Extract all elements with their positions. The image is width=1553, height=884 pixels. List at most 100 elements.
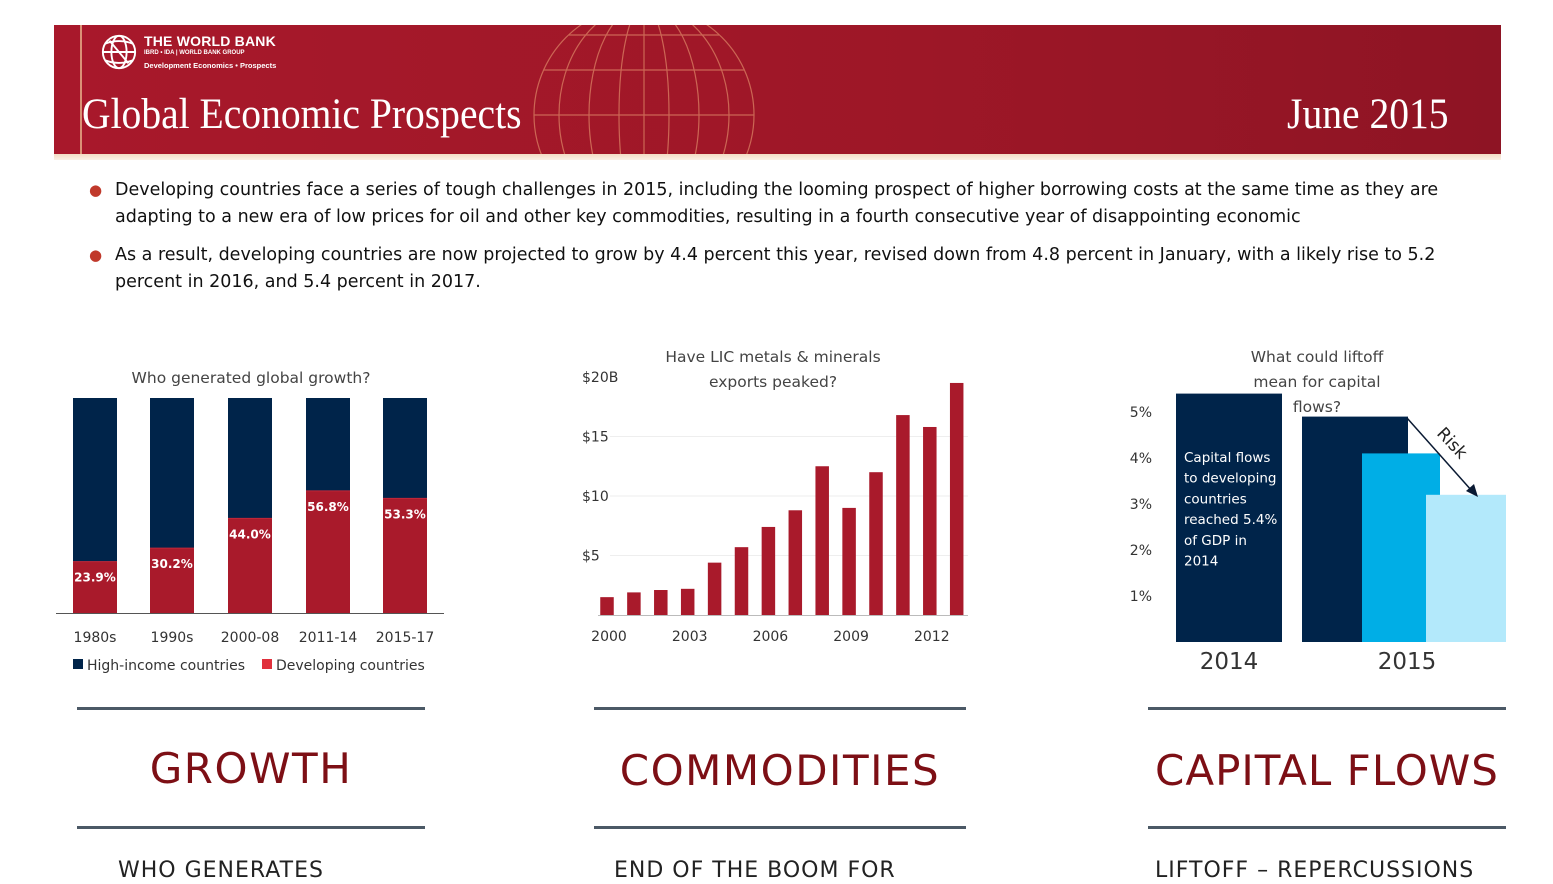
- report-date: June 2015: [1287, 91, 1449, 138]
- bullet-text: Developing countries face a series of to…: [115, 180, 1439, 227]
- data-label: 53.3%: [384, 507, 426, 521]
- annotation-text: 2014: [1184, 554, 1218, 570]
- x-tick-label: 2000-08: [221, 630, 280, 646]
- bar: [815, 466, 829, 615]
- bar: [869, 472, 883, 615]
- bar: [761, 526, 776, 615]
- y-tick-label: 1%: [1130, 589, 1152, 605]
- bar: [1426, 494, 1506, 642]
- bullet-text: As a result, developing countries are no…: [115, 245, 1436, 292]
- section-heading-capital-flows[interactable]: CAPITAL FLOWS: [1155, 746, 1499, 795]
- chart-title: mean for capital: [1253, 373, 1380, 391]
- section-rule-bottom-capital: [1148, 826, 1506, 829]
- section-rule-top-capital: [1148, 707, 1506, 710]
- bar: [896, 415, 910, 615]
- logo-subtitle: IBRD • IDA | WORLD BANK GROUP: [144, 50, 245, 56]
- x-tick-label: 1990s: [151, 630, 194, 646]
- section-heading-commodities[interactable]: COMMODITIES: [619, 746, 941, 795]
- bar: [707, 562, 722, 615]
- bullet-item: ● Developing countries face a series of …: [86, 177, 1446, 231]
- y-tick-label: $15: [582, 430, 609, 446]
- chart-title: flows?: [1293, 398, 1341, 416]
- chart-title: Who generated global growth?: [132, 369, 371, 387]
- bar-developing: [306, 490, 350, 613]
- bar-high-income: [383, 398, 427, 499]
- x-tick-label: 2015: [1378, 649, 1437, 675]
- bar: [923, 426, 937, 615]
- bar: [654, 590, 668, 615]
- x-tick-label: 2003: [672, 629, 708, 645]
- y-tick-label: $10: [582, 489, 609, 505]
- world-bank-globe-icon: [101, 34, 137, 70]
- section-subheading-growth: WHO GENERATES: [118, 858, 324, 883]
- section-rule-top-growth: [77, 707, 425, 710]
- world-bank-logo[interactable]: THE WORLD BANK IBRD • IDA | WORLD BANK G…: [100, 33, 276, 71]
- legend-label-developing: Developing countries: [276, 658, 425, 674]
- data-label: 56.8%: [307, 500, 349, 514]
- bar-developing: [73, 561, 117, 613]
- section-heading-growth[interactable]: GROWTH: [149, 744, 353, 793]
- bar-high-income: [150, 398, 194, 549]
- bar-developing: [383, 498, 427, 613]
- banner-accent-line: [80, 25, 82, 156]
- x-tick-label: 2015-17: [376, 630, 435, 646]
- x-tick-label: 2014: [1200, 649, 1259, 675]
- bar-developing: [228, 518, 272, 613]
- bullet-item: ● As a result, developing countries are …: [86, 242, 1446, 296]
- y-tick-label: $5: [582, 549, 600, 565]
- bullet-dot-icon: ●: [89, 181, 103, 199]
- data-label: 23.9%: [74, 571, 116, 585]
- annotation-text: Capital flows: [1184, 450, 1270, 466]
- summary-bullets: ● Developing countries face a series of …: [86, 177, 1446, 307]
- y-tick-label: $20B: [582, 370, 618, 386]
- bar: [949, 382, 964, 615]
- bar-developing: [150, 548, 194, 613]
- bar: [1176, 393, 1282, 642]
- bar: [627, 592, 641, 615]
- section-rule-top-commodities: [594, 707, 966, 710]
- header-banner: THE WORLD BANK IBRD • IDA | WORLD BANK G…: [54, 25, 1501, 156]
- banner-underline: [54, 154, 1501, 160]
- chart-title: exports peaked?: [709, 373, 837, 391]
- bullet-dot-icon: ●: [89, 246, 103, 264]
- x-tick-label: 2006: [753, 629, 789, 645]
- growth-chart: Who generated global growth? 23.9% 1980s 30…: [56, 369, 444, 674]
- bar-high-income: [306, 398, 350, 491]
- annotation-text: of GDP in: [1184, 533, 1247, 549]
- chart-title: What could liftoff: [1251, 348, 1384, 366]
- section-subheading-capital-flows: LIFTOFF – REPERCUSSIONS: [1155, 858, 1475, 883]
- commodities-chart: Have LIC metals & minerals exports peaked…: [582, 348, 968, 645]
- y-tick-label: 5%: [1130, 405, 1152, 421]
- section-rule-bottom-growth: [77, 826, 425, 829]
- page-title: Global Economic Prospects: [82, 91, 522, 138]
- logo-department: Development Economics • Prospects: [144, 61, 277, 70]
- section-subheading-commodities: END OF THE BOOM FOR: [614, 858, 896, 883]
- chart-title: Have LIC metals & minerals: [665, 348, 880, 366]
- bar: [680, 588, 695, 615]
- capital-flows-chart: What could liftoff mean for capital flows?…: [1130, 348, 1506, 675]
- y-tick-label: 3%: [1130, 497, 1152, 513]
- bar: [600, 597, 614, 615]
- bar-high-income: [73, 398, 117, 562]
- y-tick-label: 4%: [1130, 451, 1152, 467]
- logo-wordmark: THE WORLD BANK: [144, 33, 276, 49]
- data-label: 30.2%: [151, 557, 193, 571]
- legend-label-high-income: High-income countries: [87, 658, 245, 674]
- bar: [734, 547, 749, 615]
- x-tick-label: 2011-14: [299, 630, 358, 646]
- legend-swatch-developing: [262, 659, 272, 669]
- x-tick-label: 1980s: [74, 630, 117, 646]
- risk-arrow-head-icon: [1466, 484, 1478, 497]
- annotation-text: to developing: [1184, 471, 1276, 487]
- globe-decoration-icon: [533, 25, 755, 156]
- legend-swatch-high-income: [73, 659, 83, 669]
- data-label: 44.0%: [229, 527, 271, 541]
- x-tick-label: 2000: [591, 629, 627, 645]
- y-tick-label: 2%: [1130, 543, 1152, 559]
- annotation-text: countries: [1184, 491, 1247, 507]
- risk-arrow-line: [1406, 417, 1473, 492]
- bar-high-income: [228, 398, 272, 519]
- x-tick-label: 2012: [914, 629, 950, 645]
- bar: [842, 507, 856, 615]
- section-rule-bottom-commodities: [594, 826, 966, 829]
